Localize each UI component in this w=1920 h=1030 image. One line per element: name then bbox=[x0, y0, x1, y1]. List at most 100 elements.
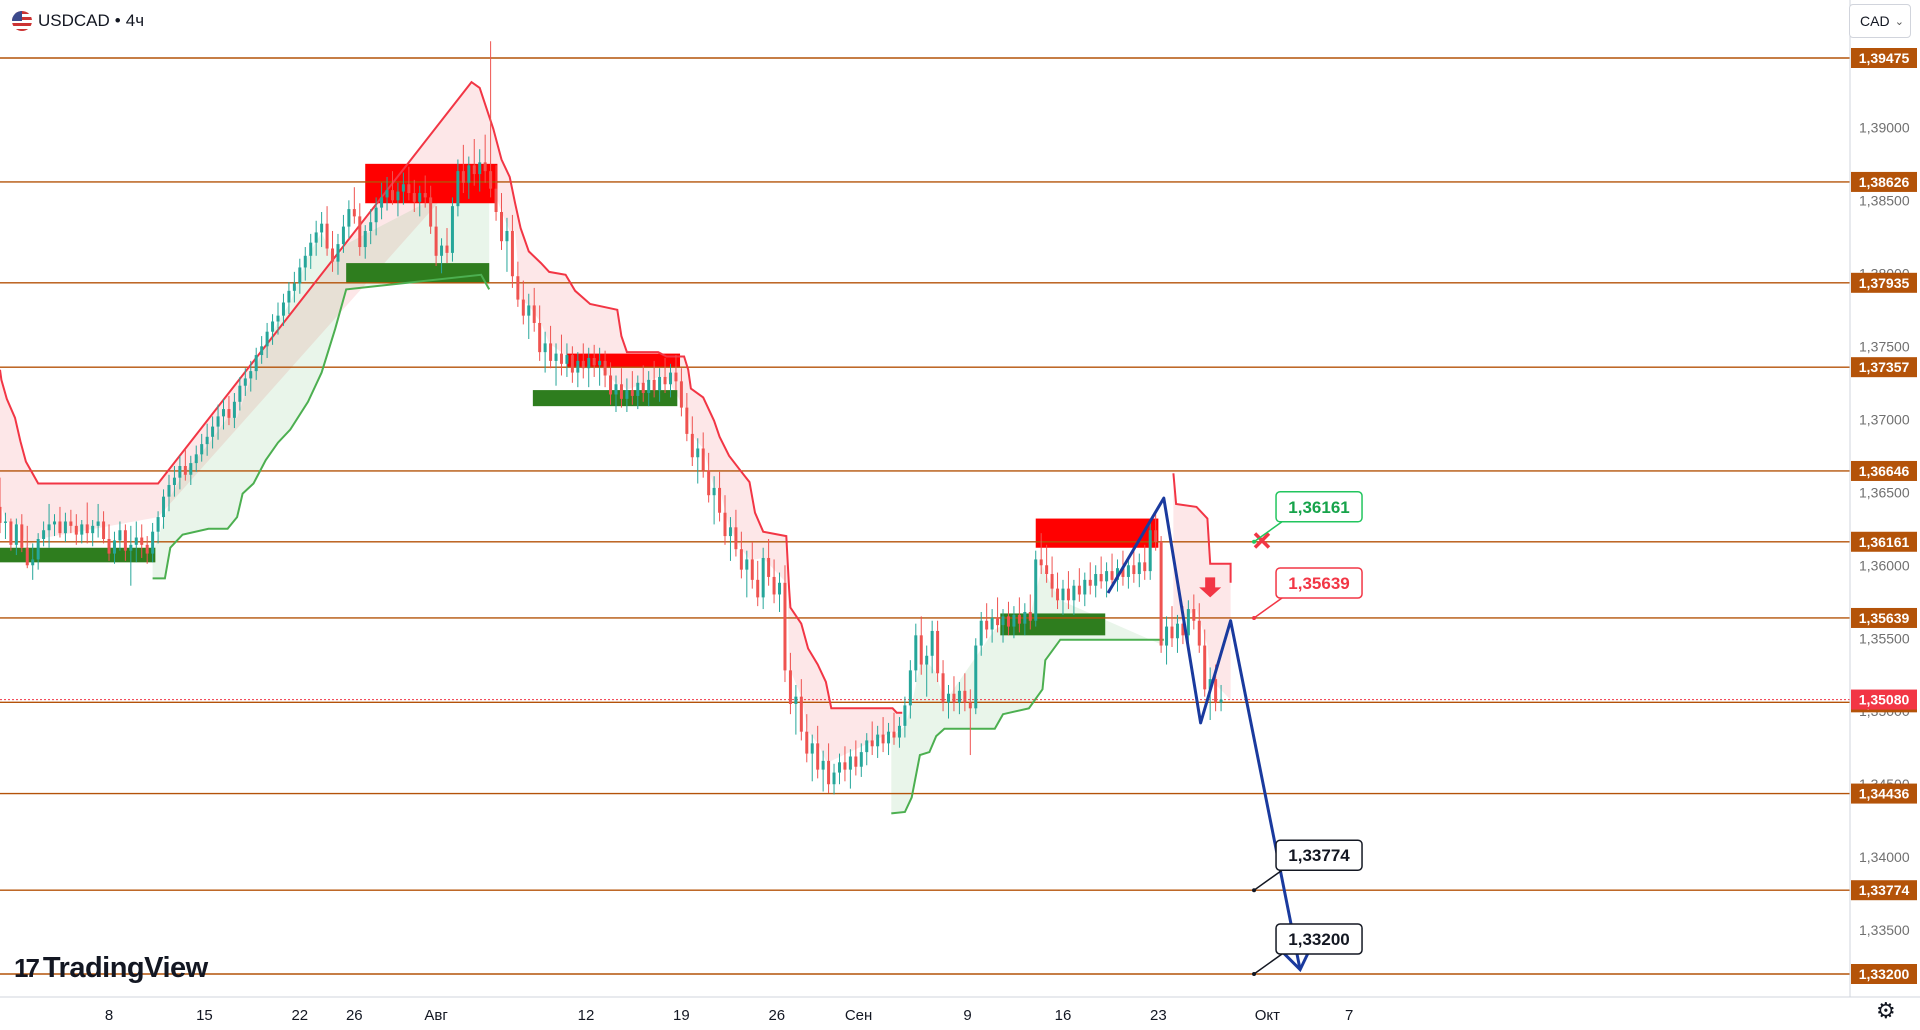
candle-214 bbox=[1165, 616, 1169, 665]
candle-body-202 bbox=[1099, 574, 1103, 582]
candle-body-8 bbox=[42, 530, 46, 539]
currency-select[interactable]: CAD ⌄ bbox=[1849, 4, 1911, 38]
gear-icon[interactable]: ⚙ bbox=[1876, 998, 1896, 1023]
candle-body-69 bbox=[374, 207, 378, 223]
candle-15 bbox=[80, 520, 84, 544]
candle-192 bbox=[1045, 544, 1049, 583]
candle-body-165 bbox=[897, 725, 901, 738]
candle-68 bbox=[369, 209, 373, 245]
candle-160 bbox=[870, 721, 874, 756]
candle-181 bbox=[985, 603, 989, 639]
candle-body-9 bbox=[47, 524, 51, 531]
candle-105 bbox=[570, 346, 574, 383]
candle-body-185 bbox=[1006, 616, 1010, 627]
candle-199 bbox=[1083, 572, 1087, 607]
candle-203 bbox=[1105, 562, 1109, 598]
candle-88 bbox=[478, 149, 482, 192]
candle-35 bbox=[189, 455, 193, 485]
x-tick-label-11: 23 bbox=[1150, 1007, 1167, 1024]
symbol-header[interactable]: USDCAD • 4ч bbox=[10, 8, 151, 34]
candle-body-16 bbox=[85, 524, 89, 534]
candle-body-112 bbox=[609, 375, 613, 395]
candle-body-142 bbox=[772, 576, 776, 595]
candle-170 bbox=[925, 645, 929, 697]
candle-97 bbox=[527, 293, 531, 340]
candle-30 bbox=[162, 489, 166, 529]
x-tick-label-2: 22 bbox=[291, 1007, 308, 1024]
candle-body-25 bbox=[134, 537, 138, 545]
candle-body-173 bbox=[941, 673, 945, 703]
candle-body-98 bbox=[532, 305, 536, 323]
candle-body-67 bbox=[363, 230, 367, 248]
candle-20 bbox=[107, 524, 111, 561]
supply-zone-0 bbox=[365, 163, 498, 204]
us-flag-icon bbox=[12, 11, 32, 31]
candle-body-167 bbox=[908, 670, 912, 706]
candle-body-40 bbox=[216, 416, 220, 427]
candle-body-54 bbox=[292, 283, 296, 291]
candle-131 bbox=[712, 476, 716, 525]
candle-body-68 bbox=[369, 222, 373, 231]
candle-body-34 bbox=[183, 466, 187, 475]
candle-44 bbox=[238, 376, 242, 411]
candle-167 bbox=[908, 660, 912, 719]
x-tick-label-8: Сен bbox=[845, 1007, 872, 1024]
candle-198 bbox=[1077, 568, 1081, 602]
candle-body-181 bbox=[985, 620, 989, 630]
y-tick-label-11: 1,33500 bbox=[1859, 922, 1910, 938]
candle-body-92 bbox=[500, 212, 504, 242]
candle-129 bbox=[701, 432, 705, 478]
candle-body-42 bbox=[227, 409, 231, 418]
candle-118 bbox=[641, 365, 645, 402]
candle-164 bbox=[892, 712, 896, 745]
candle-163 bbox=[887, 722, 891, 756]
tradingview-logo[interactable]: 17 TradingView bbox=[14, 952, 208, 985]
candle-40 bbox=[216, 404, 220, 440]
candle-body-93 bbox=[505, 230, 509, 242]
candle-215 bbox=[1170, 606, 1174, 648]
candle-112 bbox=[609, 362, 613, 405]
candle-64 bbox=[347, 200, 351, 239]
candle-body-100 bbox=[543, 343, 547, 353]
candle-body-33 bbox=[178, 466, 182, 478]
candle-134 bbox=[728, 517, 732, 561]
candle-body-111 bbox=[603, 360, 607, 376]
candle-12 bbox=[63, 512, 67, 542]
candle-4 bbox=[20, 514, 24, 553]
callout-anchor-2 bbox=[1252, 888, 1257, 893]
candle-143 bbox=[778, 572, 782, 612]
candle-body-139 bbox=[756, 579, 760, 598]
candle-39 bbox=[211, 416, 215, 449]
support-shade-3 bbox=[891, 565, 1164, 814]
candle-136 bbox=[739, 531, 743, 579]
candle-body-126 bbox=[685, 407, 689, 434]
callout-box-0 bbox=[1275, 491, 1363, 523]
candle-208 bbox=[1132, 547, 1136, 583]
candle-body-36 bbox=[194, 454, 198, 464]
candle-78 bbox=[423, 175, 427, 208]
candle-41 bbox=[221, 398, 225, 430]
candle-126 bbox=[685, 393, 689, 442]
callout-pointer-3 bbox=[1253, 953, 1283, 975]
callout-anchor-0 bbox=[1252, 539, 1257, 544]
callout-box-2 bbox=[1275, 839, 1363, 871]
candle-191 bbox=[1039, 533, 1043, 575]
candle-202 bbox=[1099, 556, 1103, 589]
candle-211 bbox=[1148, 521, 1152, 580]
candle-139 bbox=[756, 560, 760, 607]
candle-14 bbox=[74, 514, 78, 545]
candle-body-31 bbox=[167, 484, 171, 497]
candle-body-118 bbox=[641, 382, 645, 394]
candle-130 bbox=[707, 452, 711, 503]
candle-body-24 bbox=[129, 544, 133, 551]
candle-body-177 bbox=[963, 690, 967, 703]
candle-152 bbox=[827, 743, 831, 793]
candle-body-219 bbox=[1192, 609, 1196, 621]
candle-body-15 bbox=[80, 524, 84, 535]
candle-body-136 bbox=[739, 549, 743, 570]
x-tick-label-3: 26 bbox=[346, 1007, 363, 1024]
candle-128 bbox=[696, 438, 700, 484]
candle-72 bbox=[390, 171, 394, 205]
candle-body-23 bbox=[123, 530, 127, 551]
